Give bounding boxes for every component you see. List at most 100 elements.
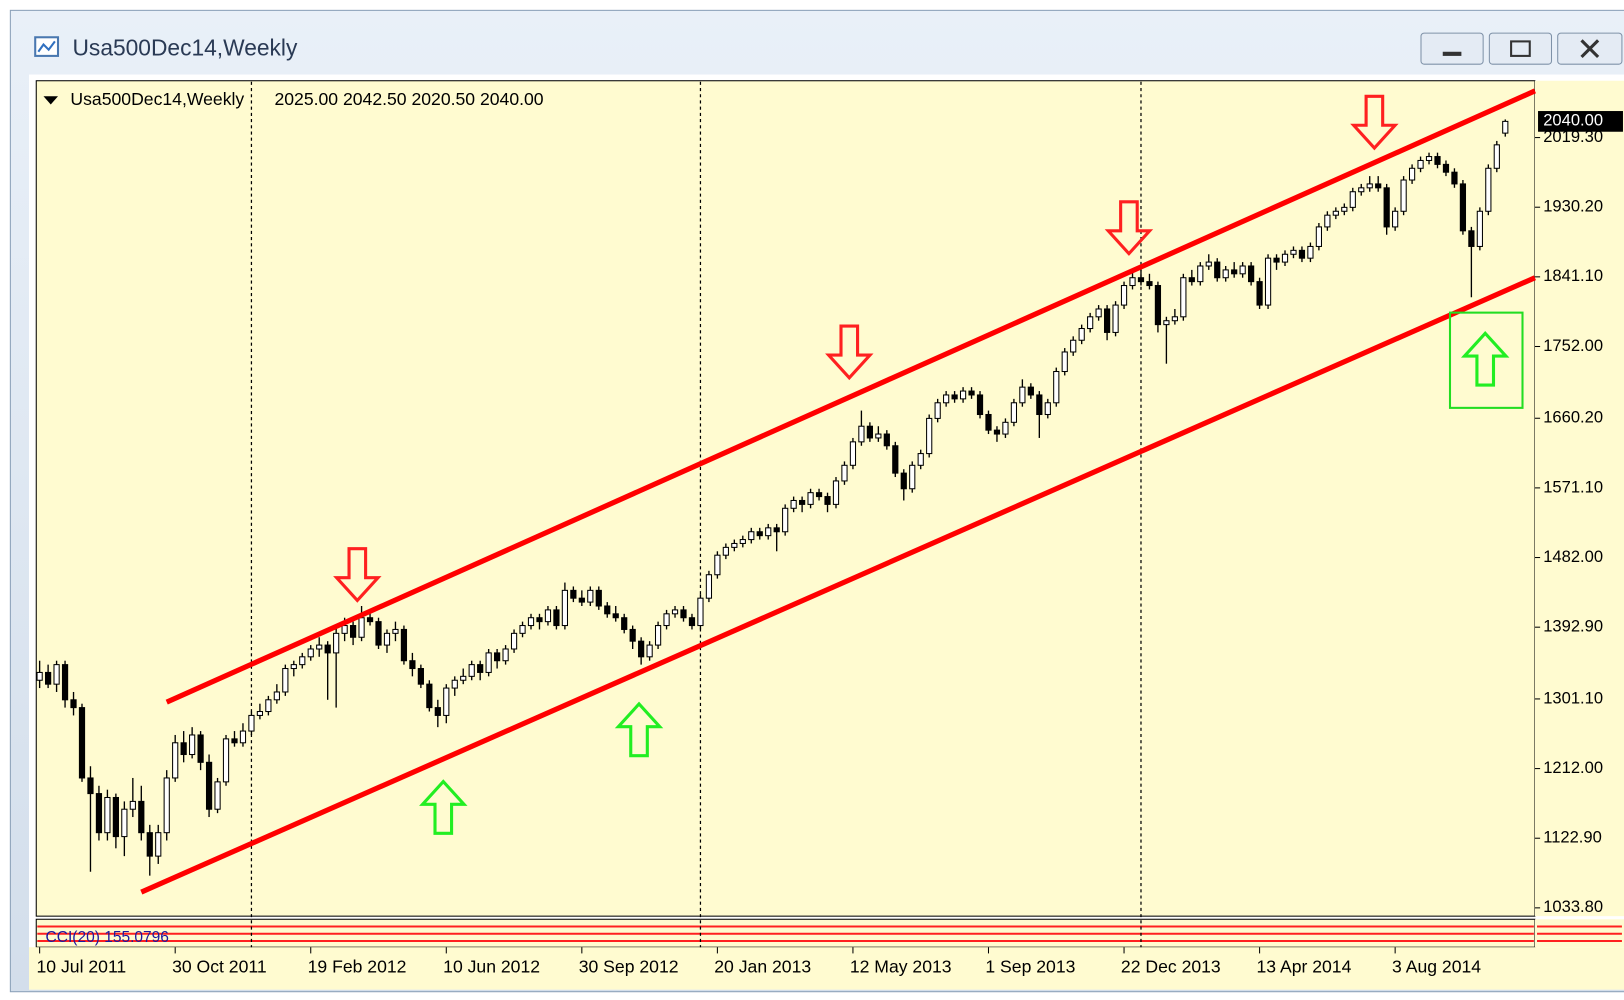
- candle-body: [688, 617, 696, 627]
- y-tick-label: 1212.00: [1543, 758, 1603, 777]
- candle-body: [189, 734, 196, 756]
- y-tick-label: 1033.80: [1543, 897, 1603, 916]
- candle-body: [61, 664, 69, 701]
- price-axis: [1534, 80, 1624, 917]
- candle-body: [849, 441, 857, 466]
- candle-body: [883, 433, 890, 447]
- candle-body: [1036, 394, 1043, 416]
- candle-body: [824, 496, 831, 505]
- candle-body: [1315, 226, 1323, 247]
- candle-body: [146, 832, 153, 857]
- x-tick-label: 12 May 2013: [850, 957, 952, 977]
- candle-body: [1078, 328, 1085, 341]
- candle-body: [1358, 187, 1365, 193]
- candle-body: [604, 605, 611, 615]
- candle-body: [519, 625, 526, 634]
- candle-body: [1493, 144, 1500, 169]
- candle-body: [900, 472, 907, 490]
- candle-body: [1222, 269, 1229, 279]
- last-price-box: [1538, 111, 1623, 132]
- candle-body: [561, 589, 569, 627]
- y-tick-label: 1752.00: [1543, 336, 1603, 355]
- candle-body: [1281, 253, 1289, 263]
- trendline: [165, 88, 1536, 705]
- candle-body: [1129, 277, 1136, 287]
- candle-body: [231, 738, 238, 744]
- candle-body: [866, 425, 873, 439]
- annotations: [335, 94, 1524, 835]
- candle-body: [155, 832, 162, 857]
- candle-body: [1273, 257, 1280, 263]
- candle-body: [993, 429, 1001, 435]
- candle-body: [333, 632, 340, 654]
- candle-body: [748, 531, 755, 541]
- maximize-button[interactable]: [1488, 32, 1553, 65]
- candle-body: [858, 425, 865, 443]
- x-tick-label: 30 Oct 2011: [172, 957, 267, 977]
- candle-body: [222, 738, 230, 783]
- candle-body: [1197, 265, 1204, 283]
- y-tick-label: 1122.90: [1543, 828, 1602, 847]
- candle-body: [197, 734, 204, 763]
- candle-body: [1171, 316, 1178, 322]
- candle-body: [1163, 320, 1170, 326]
- candle-body: [705, 574, 713, 599]
- candle-body: [799, 499, 806, 505]
- candle-body: [129, 800, 136, 810]
- candle-body: [316, 644, 323, 650]
- candle-body: [892, 445, 899, 474]
- candle-body: [917, 453, 924, 466]
- candle-body: [451, 679, 458, 689]
- indicator-label: CCI(20) 155.0796: [46, 929, 169, 946]
- candle-body: [595, 589, 602, 607]
- candle-body: [697, 597, 704, 627]
- candle-body: [78, 707, 86, 779]
- candle-body: [536, 617, 543, 623]
- y-tick-label: 1392.90: [1543, 617, 1603, 636]
- candle-body: [773, 527, 780, 533]
- candle-body: [1146, 281, 1153, 287]
- candle-body: [1027, 386, 1034, 396]
- candle-body: [671, 609, 679, 615]
- x-tick-label: 19 Feb 2012: [308, 957, 407, 977]
- candle-body: [477, 664, 484, 673]
- candle-body: [722, 546, 729, 556]
- candle-body: [1400, 179, 1407, 212]
- candle-body: [366, 617, 374, 623]
- candle-body: [926, 417, 933, 455]
- candle-body: [1408, 167, 1416, 181]
- candle-body: [172, 742, 179, 779]
- candle-body: [782, 507, 789, 533]
- candle-body: [87, 777, 94, 795]
- candle-body: [70, 699, 77, 709]
- candle-body: [731, 542, 738, 548]
- x-tick-label: 20 Jan 2013: [714, 957, 811, 977]
- candle-body: [375, 621, 382, 646]
- candle-body: [163, 777, 170, 834]
- candle-body: [832, 480, 840, 505]
- candle-body: [1349, 191, 1356, 208]
- candle-body: [1392, 210, 1399, 228]
- candle-body: [485, 652, 492, 673]
- candle-body: [629, 628, 636, 642]
- candle-body: [426, 683, 433, 709]
- candle-body: [714, 554, 721, 576]
- candle-body: [1061, 351, 1068, 373]
- candle-body: [1205, 261, 1212, 267]
- candle-body: [205, 761, 213, 810]
- y-tick-label: 1482.00: [1543, 547, 1603, 566]
- window-title: Usa500Dec14,Weekly: [73, 35, 298, 61]
- candle-body: [943, 394, 950, 404]
- candle-body: [1298, 249, 1306, 259]
- candle-body: [468, 664, 475, 677]
- minimize-button[interactable]: [1420, 32, 1484, 65]
- candle-body: [1417, 159, 1424, 169]
- close-button[interactable]: [1557, 32, 1623, 65]
- candle-body: [976, 394, 984, 416]
- candle-body: [180, 742, 187, 756]
- candle-body: [460, 675, 467, 681]
- candle-body: [1070, 339, 1077, 353]
- candle-body: [527, 617, 535, 627]
- candle-body: [1434, 156, 1441, 165]
- candle-body: [934, 402, 941, 419]
